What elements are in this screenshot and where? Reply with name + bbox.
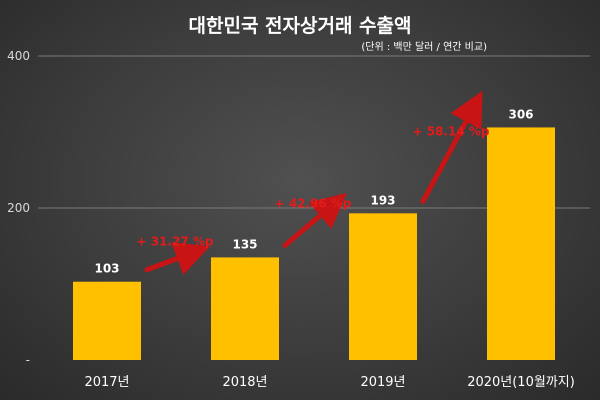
data-label: 193 [370,193,395,207]
x-tick-label: 2020년(10월까지) [467,375,575,390]
arrow-layer [144,90,483,275]
bar [211,257,279,360]
growth-arrow [420,90,483,204]
bar-layer [73,127,555,360]
growth-label: + 31.27 %p [137,234,214,248]
x-tick-label: 2018년 [222,375,267,390]
bar [73,281,141,360]
growth-label: + 58.14 %p [413,124,490,138]
y-tick-label: 200 [7,201,30,215]
y-tick-label: 400 [7,49,30,63]
x-tick-label: 2019년 [360,375,405,390]
y-tick-label: - [26,353,30,367]
chart-title: 대한민국 전자상거래 수출액 [189,15,412,37]
x-tick-label: 2017년 [84,375,129,390]
growth-label: + 42.96 %p [275,197,352,211]
unit-note: (단위 : 백만 달러 / 연간 비교) [361,40,487,53]
bar [487,127,555,360]
data-label: 103 [94,262,119,276]
data-label: 135 [232,237,257,251]
growth-arrow [144,242,211,275]
growth-arrow [282,193,347,248]
data-label: 306 [508,107,533,121]
label-layer: 103 2017년 135 2018년 193 2019년 306 2020년(10월까지) +… [84,107,574,390]
bar [349,213,417,360]
